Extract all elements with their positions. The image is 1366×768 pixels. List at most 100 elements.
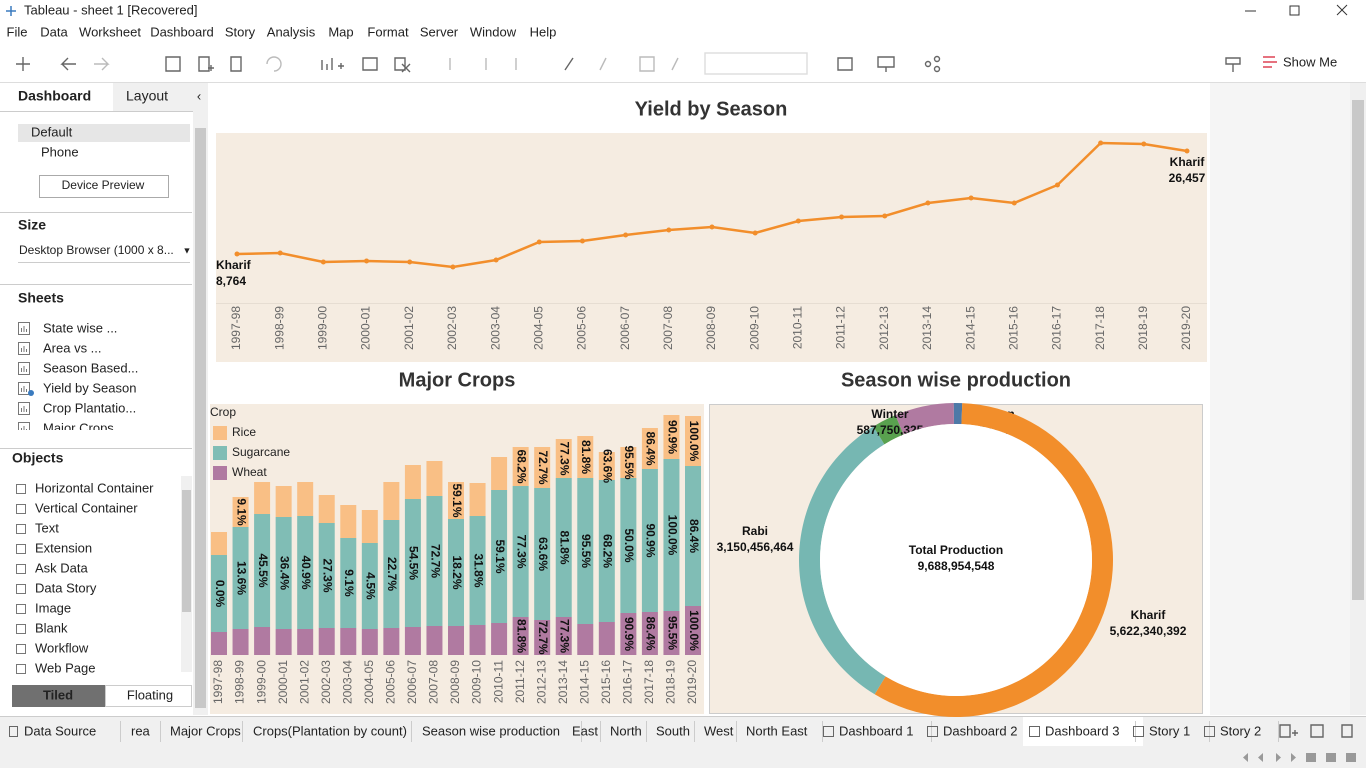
bar-segment bbox=[534, 447, 551, 488]
sheet-tab[interactable]: North bbox=[610, 723, 642, 738]
dropdown-arrow[interactable]: ▼ bbox=[183, 245, 192, 255]
bar-label: 9.1% bbox=[342, 569, 356, 597]
sheet-tab[interactable]: Crops(Plantation by count) bbox=[253, 723, 407, 738]
sheet-item[interactable]: Season Based... bbox=[43, 360, 138, 375]
device-preview-button[interactable]: Device Preview bbox=[62, 178, 145, 192]
sheet-item[interactable]: State wise ... bbox=[43, 320, 117, 335]
bar-label: 59.1% bbox=[493, 539, 507, 573]
sheet-tab[interactable]: rea bbox=[131, 723, 151, 738]
window-title: Tableau - sheet 1 [Recovered] bbox=[24, 2, 197, 17]
object-item[interactable]: Image bbox=[35, 600, 71, 615]
bar-label: 50.0% bbox=[622, 528, 636, 562]
bar-label: 63.6% bbox=[601, 449, 615, 483]
main-scrollbar[interactable] bbox=[1350, 83, 1366, 715]
sheet-tab[interactable]: Major Crops bbox=[170, 723, 241, 738]
bar-segment bbox=[663, 415, 680, 459]
sheet-tab[interactable]: South bbox=[656, 723, 690, 738]
line-point bbox=[882, 213, 888, 219]
menu-item[interactable]: Format bbox=[367, 24, 409, 39]
sheet-tab[interactable]: East bbox=[572, 723, 598, 738]
object-item[interactable]: Ask Data bbox=[35, 560, 89, 575]
status-icons[interactable] bbox=[1240, 753, 1356, 762]
sheet-tab[interactable]: West bbox=[704, 723, 734, 738]
menu-item[interactable]: File bbox=[7, 24, 28, 39]
x-tick-label: 2007-08 bbox=[427, 660, 441, 704]
panel-tab[interactable]: Layout bbox=[126, 88, 168, 104]
x-tick-label: 2000-01 bbox=[359, 306, 373, 350]
menu-item[interactable]: Analysis bbox=[267, 24, 316, 39]
device-option[interactable]: Phone bbox=[41, 144, 79, 159]
sheet-tab[interactable]: Dashboard 2 bbox=[943, 723, 1017, 738]
device-preview-button-box[interactable] bbox=[39, 175, 169, 198]
chart-title: Major Crops bbox=[399, 369, 516, 391]
bar-segment bbox=[491, 457, 508, 490]
panel-scrollbars[interactable] bbox=[181, 111, 208, 715]
slice-value: 5,622,340,392 bbox=[1110, 624, 1187, 638]
toolbar-icons[interactable] bbox=[16, 52, 1277, 75]
sheet-item[interactable]: Major Crops bbox=[43, 420, 114, 435]
bar-segment bbox=[512, 617, 529, 655]
bar-segment bbox=[318, 523, 335, 628]
sheet-tab[interactable]: Dashboard 3 bbox=[1045, 723, 1119, 738]
object-item[interactable]: Blank bbox=[35, 620, 68, 635]
sheet-item[interactable]: Yield by Season bbox=[43, 380, 136, 395]
sheet-tab[interactable]: Data Source bbox=[24, 723, 96, 738]
object-item[interactable]: Horizontal Container bbox=[35, 480, 154, 495]
bar-label: 86.4% bbox=[687, 519, 701, 553]
bar-label: 18.2% bbox=[450, 555, 464, 589]
device-option[interactable]: Default bbox=[31, 124, 73, 139]
sheet-icon bbox=[18, 362, 30, 375]
floating-button-box[interactable] bbox=[105, 685, 192, 707]
sheet-tab[interactable]: Story 2 bbox=[1220, 723, 1261, 738]
x-tick-label: 2016-17 bbox=[1050, 306, 1064, 350]
layout-mode[interactable]: Tiled bbox=[43, 687, 73, 702]
bar-label: 100.0% bbox=[687, 421, 701, 462]
donut-slice bbox=[874, 403, 1113, 717]
x-tick-label: 1998-99 bbox=[272, 306, 286, 350]
menu-item[interactable]: Dashboard bbox=[150, 24, 214, 39]
line-point bbox=[493, 257, 499, 263]
object-item[interactable]: Web Page bbox=[35, 660, 95, 675]
bar-segment bbox=[577, 478, 594, 624]
active-tab-bg bbox=[1023, 717, 1143, 746]
window-controls[interactable] bbox=[1245, 4, 1348, 16]
menu-item[interactable]: Server bbox=[420, 24, 459, 39]
show-me-button[interactable]: Show Me bbox=[1283, 54, 1337, 69]
panel-tab[interactable]: Dashboard bbox=[18, 88, 91, 104]
menu-item[interactable]: Help bbox=[530, 24, 557, 39]
layout-mode[interactable]: Floating bbox=[127, 687, 173, 702]
bar-segment bbox=[555, 617, 572, 655]
bar-segment bbox=[404, 627, 421, 655]
object-item[interactable]: Extension bbox=[35, 540, 92, 555]
sheet-tab[interactable]: Story 1 bbox=[1149, 723, 1190, 738]
new-sheet-icons[interactable] bbox=[1279, 724, 1353, 738]
object-item[interactable]: Text bbox=[35, 520, 59, 535]
object-item[interactable]: Vertical Container bbox=[35, 500, 138, 515]
menu-item[interactable]: Window bbox=[470, 24, 517, 39]
data-label: 26,457 bbox=[1169, 171, 1206, 185]
sheet-tab[interactable]: Dashboard 1 bbox=[839, 723, 913, 738]
panel-dividers bbox=[0, 111, 208, 449]
bar-segment bbox=[469, 483, 486, 516]
object-item[interactable]: Data Story bbox=[35, 580, 97, 595]
sheet-icon bbox=[18, 322, 30, 335]
x-tick-label: 2006-07 bbox=[405, 660, 419, 704]
bar-label: 72.7% bbox=[536, 620, 550, 654]
menu-item[interactable]: Worksheet bbox=[79, 24, 141, 39]
sheet-item[interactable]: Crop Plantatio... bbox=[43, 400, 136, 415]
inactive-tab-bg bbox=[113, 83, 208, 111]
object-icon bbox=[16, 564, 26, 574]
sheet-tab[interactable]: North East bbox=[746, 723, 808, 738]
menu-item[interactable]: Data bbox=[40, 24, 68, 39]
object-item[interactable]: Workflow bbox=[35, 640, 89, 655]
menu-item[interactable]: Story bbox=[225, 24, 256, 39]
bar-segment bbox=[383, 520, 400, 628]
collapse-chevron[interactable]: ‹ bbox=[197, 88, 201, 103]
bar-segment bbox=[534, 620, 551, 655]
sheet-item[interactable]: Area vs ... bbox=[43, 340, 102, 355]
tiled-button-box[interactable] bbox=[12, 685, 105, 707]
legend-title: Crop bbox=[210, 405, 236, 419]
menu-item[interactable]: Map bbox=[328, 24, 353, 39]
size-dropdown[interactable]: Desktop Browser (1000 x 8... bbox=[19, 243, 174, 257]
sheet-tab[interactable]: Season wise production bbox=[422, 723, 560, 738]
